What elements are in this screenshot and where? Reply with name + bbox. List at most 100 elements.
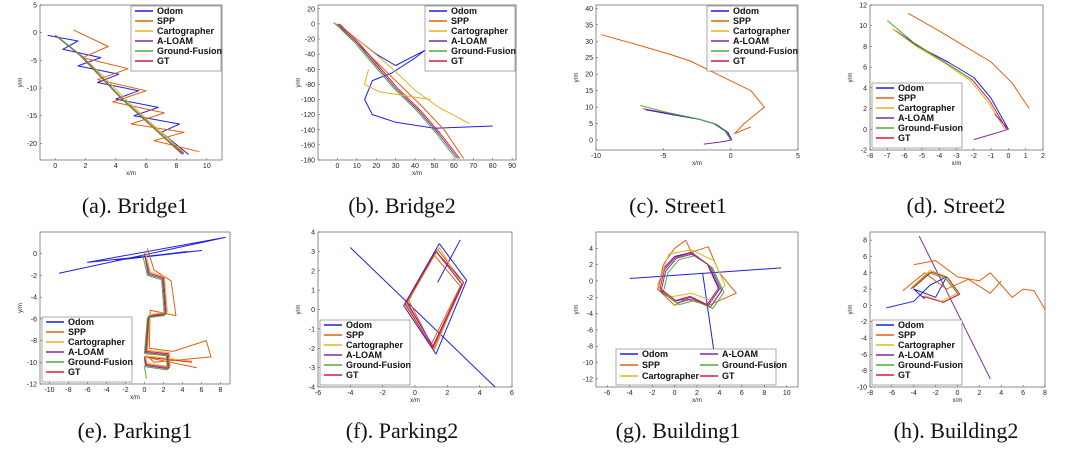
- x-tick-label: 10: [203, 163, 211, 170]
- y-tick-label: 30: [585, 39, 593, 46]
- y-axis-label: y/m: [574, 305, 580, 315]
- panel-2: -10 -5 0 5 40 35 30 25 20 15 10 5 0 x/m y/m OdomSPPCart…: [574, 4, 800, 167]
- legend-label: A-LOAM: [898, 113, 934, 123]
- series-line-spp: [73, 29, 200, 153]
- y-axis-label: y/m: [848, 305, 854, 315]
- panel-5: -6 -4 -2 0 2 4 643210-1-2-3-4x/my/mOdomSPPCart…: [296, 230, 514, 405]
- y-tick-label: 15: [585, 88, 593, 95]
- x-tick-label: 0: [143, 387, 147, 394]
- y-tick-label: -8: [31, 338, 37, 345]
- y-tick-label: -140: [301, 127, 315, 134]
- y-tick-label: -12: [583, 376, 593, 383]
- legend-label: GT: [68, 367, 81, 377]
- x-tick-label: 1: [1024, 153, 1028, 160]
- y-tick-label: -120: [301, 112, 315, 119]
- legend-label: GT: [346, 370, 359, 380]
- x-tick-label: -2: [380, 390, 386, 397]
- legend-box: [130, 5, 222, 72]
- x-axis-label: x/m: [126, 171, 136, 177]
- series-line-cartographer: [364, 69, 431, 100]
- panel-0: 0 2 4 6 8 10 5 0 -5 -10 -15 -20 x/m y/m OdomSPPCartogr…: [18, 3, 223, 177]
- caption-b: (b). Bridge2: [348, 193, 456, 218]
- x-tick-label: -4: [627, 390, 633, 397]
- legend-label: Odom: [898, 83, 924, 93]
- y-tick-label: 25: [585, 55, 593, 62]
- y-tick-label: 4: [589, 246, 593, 253]
- y-tick-label: -6: [861, 352, 867, 359]
- legend-label: Ground-Fusion: [898, 123, 963, 133]
- caption-h: (h). Building2: [894, 418, 1019, 443]
- x-tick-label: 90: [508, 163, 516, 170]
- series-line-spp: [913, 260, 1045, 310]
- y-tick-label: -2: [309, 346, 315, 353]
- panel-7: -8 -6 -4 -2 0 2 4 6 886420-2-4-6-8-10x/my/mOdomS…: [848, 231, 1047, 404]
- y-tick-label: 2: [589, 262, 593, 269]
- series-line-ground-fusion: [142, 254, 168, 379]
- x-tick-label: -10: [44, 387, 54, 394]
- series-line-odom: [349, 247, 496, 387]
- caption-g: (g). Building1: [616, 418, 741, 443]
- x-tick-label: 0: [335, 163, 339, 170]
- legend-label: SPP: [898, 330, 916, 340]
- y-tick-label: -12: [27, 382, 37, 389]
- x-tick-label: -4: [103, 387, 109, 394]
- legend-label: Odom: [346, 320, 372, 330]
- series-line-spp: [146, 248, 212, 369]
- x-tick-label: -8: [867, 153, 873, 160]
- y-tick-label: -100: [301, 97, 315, 104]
- y-tick-label: 0: [311, 21, 315, 28]
- series-line-a-loam: [918, 235, 991, 380]
- legend-label: Ground-Fusion: [898, 360, 963, 370]
- series-line-odom: [895, 30, 1009, 130]
- y-tick-label: 0: [589, 138, 593, 145]
- y-tick-label: -4: [31, 295, 37, 302]
- series-line-odom: [629, 267, 782, 279]
- x-tick-label: -2: [122, 387, 128, 394]
- x-tick-label: 60: [450, 163, 458, 170]
- legend-label: GT: [157, 56, 170, 66]
- y-tick-label: -2: [861, 148, 867, 155]
- caption-d: (d). Street2: [907, 193, 1006, 218]
- y-tick-label: -10: [27, 86, 37, 93]
- x-tick-label: 2: [162, 387, 166, 394]
- x-tick-label: 50: [431, 163, 439, 170]
- legend-box: [319, 319, 411, 386]
- series-group: [886, 235, 1045, 380]
- series-line-ground-fusion: [886, 20, 971, 79]
- legend-label: SPP: [346, 330, 364, 340]
- x-tick-label: 8: [175, 163, 179, 170]
- legend-label: A-LOAM: [898, 350, 934, 360]
- y-tick-label: -160: [301, 142, 315, 149]
- series-line-spp: [601, 34, 765, 134]
- series-line-gt: [404, 251, 464, 349]
- x-tick-label: 70: [469, 163, 477, 170]
- legend-label: Ground-Fusion: [722, 360, 787, 370]
- legend-label: A-LOAM: [733, 36, 769, 46]
- caption-f: (f). Parking2: [346, 418, 458, 443]
- legend-label: SPP: [451, 16, 469, 26]
- x-tick-label: 2: [977, 390, 981, 397]
- legend-label: A-LOAM: [451, 36, 487, 46]
- caption-a: (a). Bridge1: [82, 193, 188, 218]
- y-tick-label: 12: [859, 3, 867, 10]
- x-tick-label: 0: [673, 390, 677, 397]
- x-tick-label: -7: [884, 153, 890, 160]
- y-tick-label: 0: [33, 251, 37, 258]
- x-axis-label: x/m: [130, 395, 140, 401]
- y-tick-label: -4: [861, 336, 867, 343]
- y-tick-label: 0: [33, 30, 37, 37]
- y-tick-label: -4: [309, 385, 315, 392]
- x-axis-label: x/m: [953, 398, 963, 404]
- x-tick-label: 6: [144, 163, 148, 170]
- y-axis-label: y/m: [848, 73, 854, 83]
- legend-label: Odom: [642, 349, 668, 359]
- series-line-gt: [659, 252, 719, 306]
- series-line-a-loam: [973, 113, 1009, 141]
- y-tick-label: 4: [311, 230, 315, 237]
- legend-box: [615, 348, 777, 386]
- x-axis-label: x/m: [410, 398, 420, 404]
- series-line-ground-fusion: [335, 23, 457, 159]
- y-tick-label: -8: [587, 344, 593, 351]
